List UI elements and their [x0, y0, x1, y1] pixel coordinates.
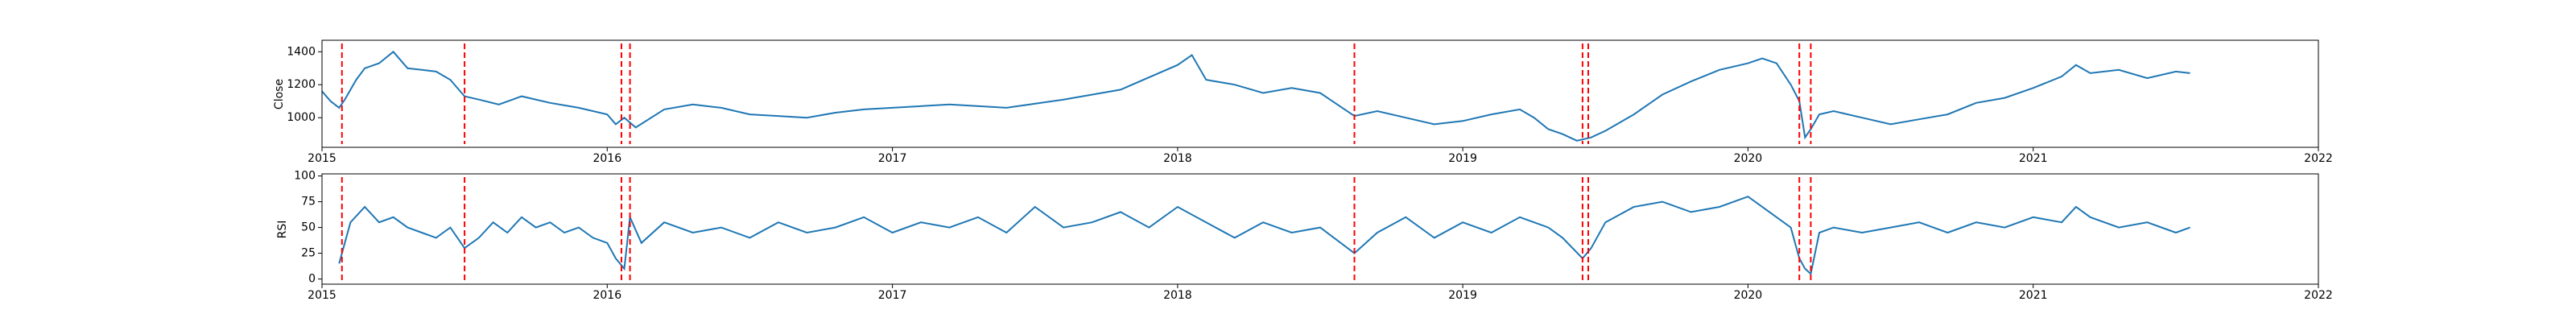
close-x-tick-label: 2021: [2019, 152, 2048, 165]
rsi-x-tick-label: 2019: [1448, 289, 1477, 302]
rsi-y-tick-label: 0: [308, 273, 316, 286]
rsi-x-tick-label: 2016: [592, 289, 621, 302]
rsi-y-tick-label: 100: [294, 170, 316, 183]
close-axes-frame: [321, 39, 2319, 148]
close-x-tick-label: 2019: [1448, 152, 1477, 165]
close-x-tick-label: 2017: [878, 152, 907, 165]
rsi-y-axis: 0 25 50 75 100: [294, 170, 322, 286]
close-y-axis-label: Close: [273, 79, 286, 109]
rsi-x-tick-label: 2015: [308, 289, 336, 302]
rsi-y-tick-label: 25: [301, 247, 316, 260]
rsi-x-tick-label: 2020: [1734, 289, 1763, 302]
rsi-y-axis-label: RSI: [276, 221, 289, 239]
close-y-tick-label: 1200: [287, 78, 316, 91]
rsi-series-line: [338, 196, 2190, 276]
close-x-tick-label: 2015: [308, 152, 336, 165]
rsi-y-tick-label: 50: [301, 221, 316, 234]
rsi-x-tick-label: 2022: [2304, 289, 2333, 302]
close-x-tick-label: 2020: [1734, 152, 1763, 165]
close-price-panel: 1000 1200 1400 2015 2016 2017 2018 2019 2020 202…: [273, 39, 2333, 165]
close-y-tick-label: 1000: [287, 111, 316, 124]
close-y-tick-label: 1400: [287, 45, 316, 58]
rsi-plot-area: [338, 177, 2190, 281]
rsi-y-tick-label: 75: [301, 196, 316, 208]
close-x-tick-label: 2018: [1163, 152, 1192, 165]
rsi-x-tick-label: 2017: [878, 289, 907, 302]
close-price-plot-area: [321, 43, 2190, 144]
close-series-line: [321, 50, 2190, 142]
rsi-x-tick-label: 2018: [1163, 289, 1192, 302]
close-x-tick-label: 2016: [592, 152, 621, 165]
rsi-x-tick-label: 2021: [2019, 289, 2048, 302]
close-y-axis: 1000 1200 1400: [287, 45, 322, 124]
close-x-axis: 2015 2016 2017 2018 2019 2020 2021 2022: [308, 147, 2333, 165]
close-x-tick-label: 2022: [2304, 152, 2333, 165]
rsi-x-axis: 2015 2016 2017 2018 2019 2020 2021 2022: [308, 284, 2333, 302]
rsi-axes-frame: [321, 173, 2319, 285]
